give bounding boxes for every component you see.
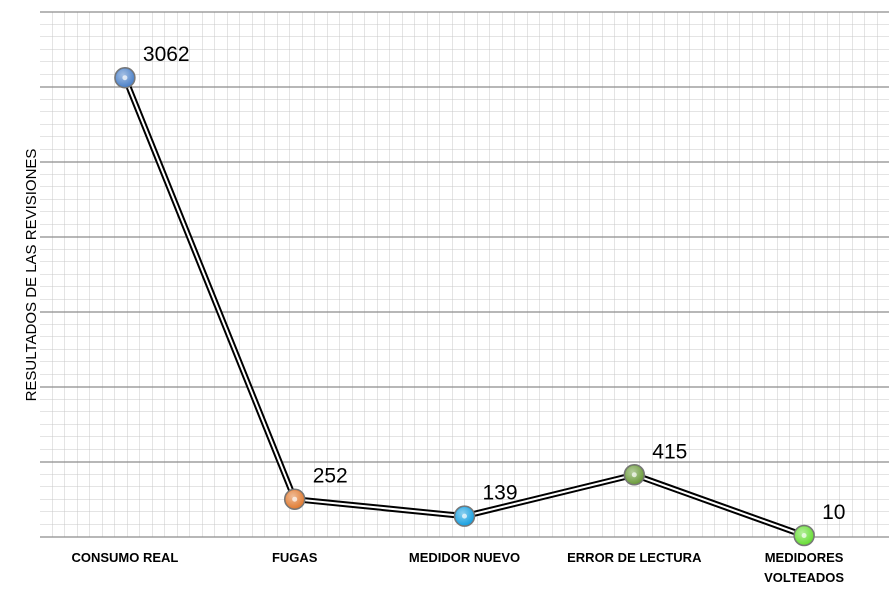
- value-label: 10: [822, 501, 845, 524]
- marker-dot: [801, 533, 807, 538]
- x-tick-label: MEDIDORES VOLTEADOS: [764, 550, 845, 585]
- minor-grid: [40, 12, 889, 537]
- value-label: 415: [652, 440, 687, 463]
- y-axis-label: RESULTADOS DE LAS REVISIONES: [23, 149, 40, 402]
- x-tick-label: ERROR DE LECTURA: [567, 550, 702, 565]
- value-label: 139: [483, 482, 518, 505]
- value-label: 3062: [143, 43, 190, 66]
- marker-dot: [631, 472, 637, 478]
- x-tick-label: CONSUMO REAL: [71, 550, 179, 565]
- value-label: 252: [313, 465, 348, 488]
- marker-dot: [462, 513, 467, 519]
- marker-dot: [122, 75, 128, 81]
- x-tick-label: MEDIDOR NUEVO: [408, 550, 521, 565]
- x-tick-label: FUGAS: [271, 550, 318, 565]
- marker-dot: [292, 496, 298, 502]
